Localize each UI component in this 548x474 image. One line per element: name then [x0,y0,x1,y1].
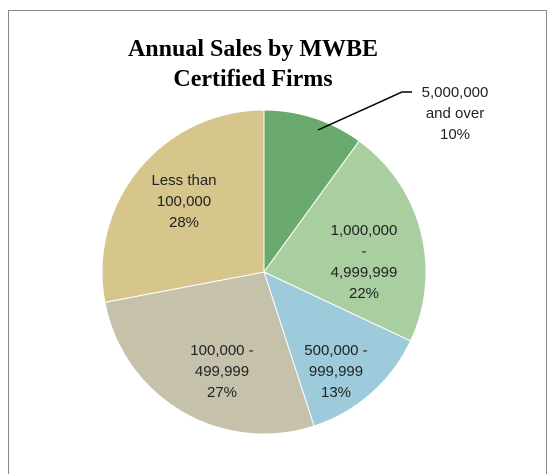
leader-line [317,91,412,131]
pie-slice [263,109,360,274]
slice-percent: 13% [321,384,351,401]
slice-percent: 22% [349,285,379,302]
slice-label: 100,000 -499,999 [190,342,253,380]
pie-slice [104,271,315,435]
slice-percent: 27% [207,384,237,401]
slice-label: 5,000,000 and over [422,84,489,122]
chart-title: Annual Sales by MWBE Certified Firms [128,36,378,92]
slice-label: 1,000,000 -4,999,999 [331,222,398,281]
pie-slice [101,109,265,303]
slice-label: Less than 100,000 [151,172,216,210]
slice-percent: 28% [169,214,199,231]
pie-slice [263,271,412,427]
slice-percent: 10% [440,126,470,143]
slice-label: 500,000 -999,999 [304,342,367,380]
